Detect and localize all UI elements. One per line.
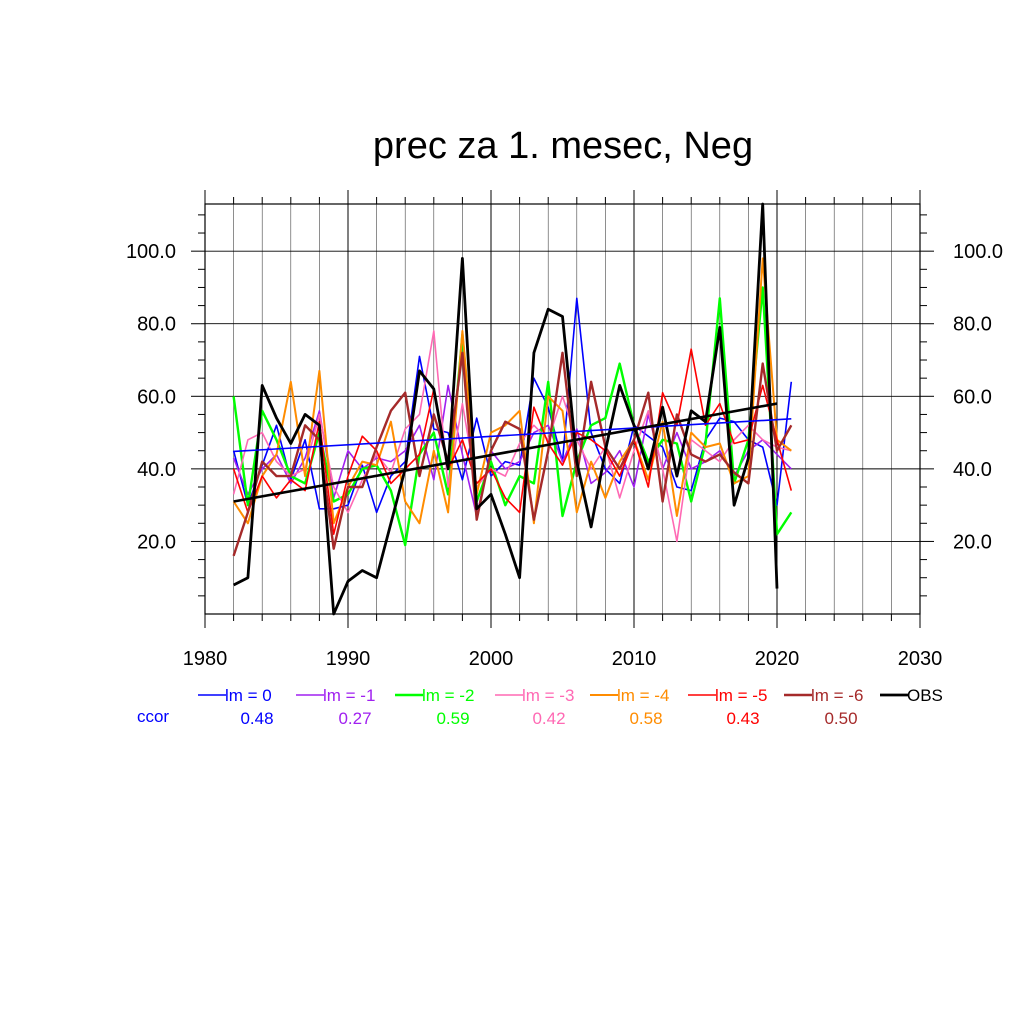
grid	[204, 204, 921, 614]
legend-label: lm = -1	[323, 686, 375, 705]
y-tick-label-right: 20.0	[953, 531, 992, 553]
plot-frame	[204, 203, 921, 615]
y-tick-label-left: 100.0	[126, 241, 176, 263]
legend-label: lm = -4	[617, 686, 669, 705]
legend-label: lm = -3	[522, 686, 574, 705]
x-tick-label: 2000	[469, 648, 514, 670]
y-tick-label-left: 40.0	[137, 459, 176, 481]
series-lines	[232, 202, 793, 616]
series-line-lm-2	[232, 286, 793, 547]
ccor-value: 0.50	[824, 709, 857, 728]
ccor-value: 0.48	[240, 709, 273, 728]
y-tick-label-right: 80.0	[953, 314, 992, 336]
ccor-value: 0.58	[629, 709, 662, 728]
x-tick-label: 1990	[326, 648, 371, 670]
legend-label: lm = -2	[422, 686, 474, 705]
ccor-value: 0.59	[436, 709, 469, 728]
x-tick-label: 1980	[183, 648, 228, 670]
trend-line-obs	[233, 402, 778, 503]
legend: lm = 0 0.48 lm = -1 0.27 lm = -2 0.59 lm = -3 0…	[198, 686, 943, 728]
y-tick-label-right: 60.0	[953, 386, 992, 408]
legend-label: lm = -5	[715, 686, 767, 705]
legend-label: lm = 0	[225, 686, 272, 705]
y-tick-label-right: 100.0	[953, 241, 1003, 263]
ccor-value: 0.43	[726, 709, 759, 728]
series-line-lm-6	[232, 351, 793, 557]
series-line-lm-4	[232, 257, 792, 525]
axes: 20.0 20.0 40.0 40.0 60.0 60.0 80.0 80.0 100.0 100…	[126, 190, 1003, 670]
x-tick-label: 2010	[612, 648, 657, 670]
x-tick-label: 2030	[898, 648, 943, 670]
ccor-value: 0.27	[338, 709, 371, 728]
chart-title: prec za 1. mesec, Neg	[373, 125, 753, 167]
y-tick-label-left: 60.0	[137, 386, 176, 408]
legend-label: OBS	[907, 686, 943, 705]
ccor-label: ccor	[137, 707, 169, 726]
y-tick-label-left: 20.0	[137, 531, 176, 553]
series-line-lm-5	[232, 348, 793, 536]
ccor-value: 0.42	[532, 709, 565, 728]
trend-line-lm-0	[233, 417, 792, 453]
y-tick-label-right: 40.0	[953, 459, 992, 481]
y-tick-label-left: 80.0	[137, 314, 176, 336]
legend-label: lm = -6	[811, 686, 863, 705]
trend-lines	[233, 402, 792, 503]
x-tick-label: 2020	[755, 648, 800, 670]
series-line-obs	[232, 202, 779, 616]
